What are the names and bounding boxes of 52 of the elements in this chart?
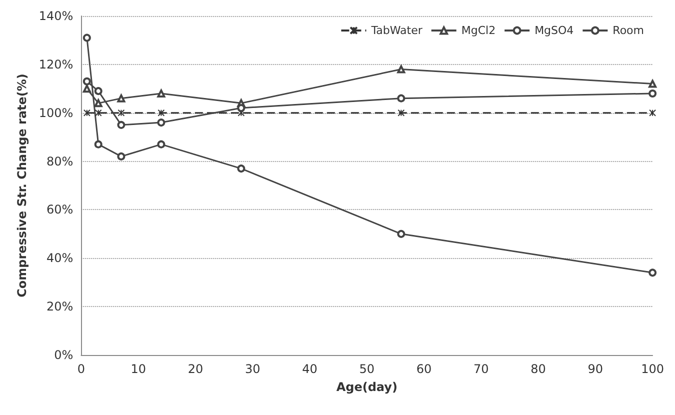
point (397, 230, 406, 238)
point (82, 34, 91, 42)
point (237, 164, 246, 173)
point (157, 140, 166, 148)
point (117, 120, 126, 129)
y-tick-label: 60% (46, 202, 74, 217)
y-tick-label: 80% (46, 154, 74, 168)
x-tick-label: 60 (416, 362, 432, 376)
legend-label: TabWater (370, 24, 423, 37)
x-axis-title: Age(day) (336, 380, 398, 394)
y-tick-label: 20% (46, 300, 74, 314)
point (83, 109, 90, 116)
point (82, 77, 91, 86)
point (649, 109, 656, 116)
legend-label: MgSO4 (534, 24, 574, 37)
x-tick-label: 40 (302, 362, 318, 376)
point (158, 109, 165, 116)
x-tick-label: 80 (530, 362, 546, 376)
y-tick-label: 0% (54, 348, 74, 362)
point (94, 99, 102, 108)
point (117, 152, 126, 160)
x-tick-label: 100 (641, 362, 664, 376)
x-tick-label: 50 (359, 362, 375, 376)
x-tick-label: 90 (588, 362, 604, 376)
point (94, 109, 102, 116)
point (157, 89, 166, 98)
legend-label: MgCl2 (461, 24, 496, 37)
point (94, 87, 102, 96)
y-tick-label: 140% (38, 9, 74, 23)
point (398, 109, 405, 116)
y-axis-title: Compressive Str. Change rate(%) (15, 74, 29, 298)
y-tick-label: 40% (46, 251, 74, 266)
point (648, 268, 657, 277)
point (118, 109, 125, 116)
point (157, 118, 166, 127)
point (237, 104, 246, 112)
point (648, 89, 657, 98)
point (397, 65, 406, 74)
x-tick-label: 0 (77, 362, 86, 376)
x-tick-label: 70 (474, 362, 489, 376)
y-tick-label: 120% (38, 57, 74, 72)
point (94, 140, 102, 148)
point (648, 80, 657, 88)
y-tick-label: 100% (38, 106, 74, 120)
x-tick-label: 10 (130, 362, 146, 376)
point (238, 109, 245, 116)
x-tick-label: 30 (244, 362, 260, 376)
point (397, 94, 406, 102)
legend-label: Room (612, 24, 644, 37)
point (117, 94, 126, 102)
x-tick-label: 20 (188, 362, 204, 376)
point (82, 84, 91, 93)
